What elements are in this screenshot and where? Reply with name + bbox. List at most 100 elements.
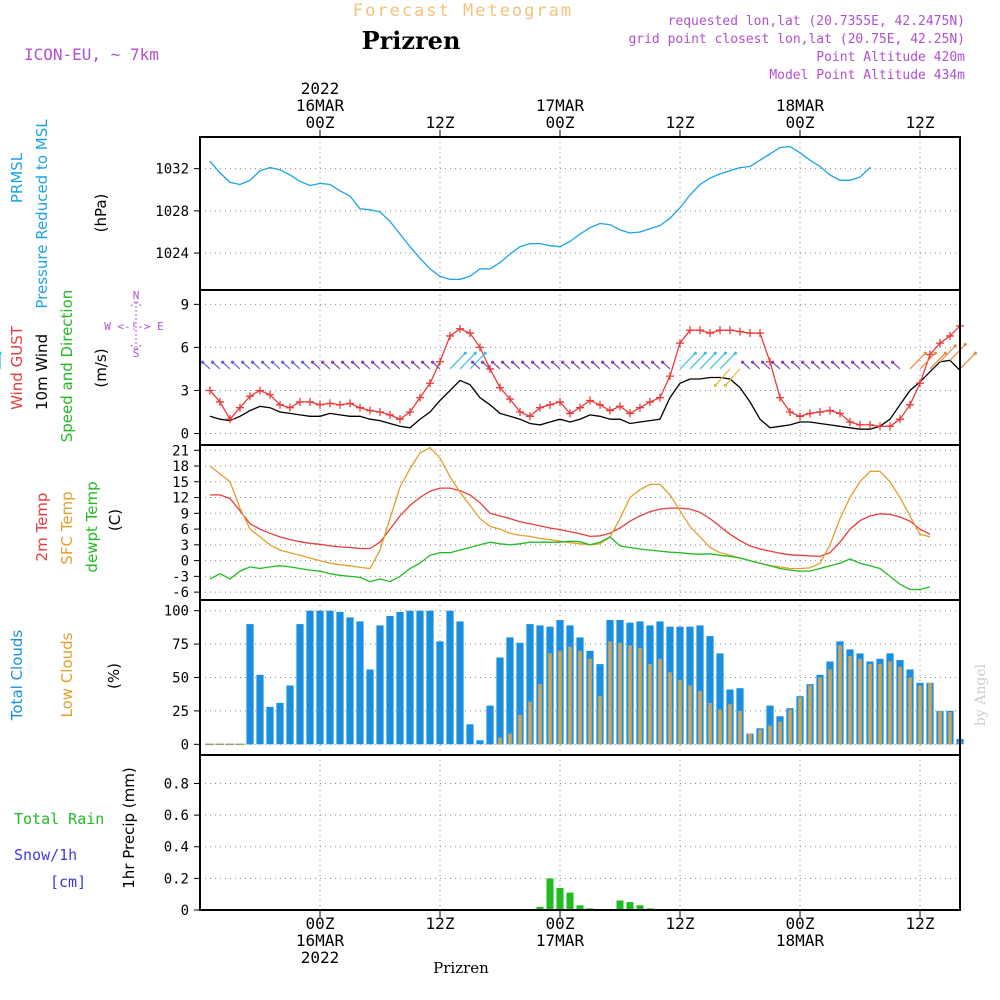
precip-bar bbox=[546, 878, 554, 910]
cloud-bar-low bbox=[868, 664, 872, 745]
pressure-point bbox=[369, 209, 371, 211]
wind-arrow-head bbox=[881, 360, 885, 364]
pressure-point bbox=[299, 180, 301, 182]
gust-marker bbox=[706, 329, 714, 338]
gust-marker bbox=[596, 400, 604, 409]
location-title: Prizren bbox=[362, 26, 461, 55]
y-tick-label: 0.2 bbox=[164, 871, 189, 887]
cloud-bar-low bbox=[818, 677, 822, 745]
wind-arrow bbox=[882, 361, 891, 370]
y-tick-label: -6 bbox=[172, 585, 189, 601]
wind-arrow-head bbox=[561, 360, 565, 364]
pressure-point bbox=[699, 183, 701, 186]
gust-marker bbox=[436, 357, 444, 366]
time-label-top: 16MAR bbox=[296, 96, 345, 115]
cloud-bar-low bbox=[578, 650, 582, 745]
gust-marker bbox=[326, 399, 334, 408]
wind-arrow-head bbox=[271, 360, 275, 364]
gust-marker bbox=[466, 329, 474, 338]
gust-marker bbox=[626, 409, 634, 418]
cloud-bar-total bbox=[766, 705, 774, 745]
pressure-point bbox=[309, 184, 311, 187]
pressure-point bbox=[579, 233, 581, 235]
cloud-bar-total bbox=[456, 621, 464, 745]
wind-arrow bbox=[719, 352, 736, 370]
pressure-point bbox=[559, 246, 561, 248]
pressure-point bbox=[799, 152, 801, 154]
wind-arrow bbox=[852, 361, 861, 370]
gust-marker bbox=[556, 397, 564, 406]
gust-marker bbox=[576, 403, 584, 412]
wind-arrow-head bbox=[963, 342, 967, 347]
wind-arrow-head bbox=[351, 360, 355, 364]
wind-arrow-head bbox=[821, 360, 825, 364]
pressure-point bbox=[689, 194, 691, 196]
wind-arrow-head bbox=[891, 360, 895, 364]
cloud-bar-low bbox=[748, 733, 752, 745]
wind-arrow-head bbox=[481, 360, 485, 364]
wind-arrow bbox=[782, 361, 791, 370]
wind-arrow bbox=[402, 361, 411, 370]
pressure-label: PRMSL bbox=[8, 152, 26, 203]
wind-arrow bbox=[322, 361, 331, 370]
wind-arrow bbox=[312, 361, 321, 370]
compass-north: N bbox=[133, 289, 140, 302]
wind-arrow bbox=[392, 361, 401, 370]
wind-arrow-head bbox=[693, 351, 697, 355]
wind-arrow bbox=[372, 361, 381, 370]
pressure-point bbox=[319, 182, 321, 184]
pressure-point bbox=[599, 222, 601, 225]
wind-arrow-head bbox=[301, 360, 305, 364]
cloud-bar-low bbox=[718, 709, 722, 745]
footer-location: Prizren bbox=[433, 959, 489, 977]
pressure-point bbox=[709, 177, 711, 179]
grid-layer bbox=[200, 137, 960, 910]
y-tick-label: -3 bbox=[172, 569, 189, 585]
wind-arrow-head bbox=[641, 360, 645, 364]
wind-arrow-head bbox=[201, 360, 205, 364]
wind-arrow bbox=[202, 361, 211, 370]
wind-arrow-head bbox=[871, 360, 875, 364]
wind-arrow-head bbox=[281, 360, 285, 364]
gust-marker bbox=[316, 400, 324, 409]
cloud-bar-low bbox=[898, 666, 902, 745]
wind-arrow-head bbox=[801, 360, 805, 364]
wind-arrow-head bbox=[973, 351, 977, 355]
wind-arrow bbox=[892, 361, 901, 370]
pressure-point bbox=[569, 240, 571, 243]
gust-marker bbox=[636, 403, 644, 412]
wind-arrow-head bbox=[331, 360, 335, 364]
wind-direction-label: Speed and Direction bbox=[58, 290, 76, 443]
wind-arrow-head bbox=[651, 360, 655, 364]
gust-marker bbox=[666, 372, 674, 381]
gust-marker bbox=[846, 418, 854, 427]
wind-arrow-head bbox=[591, 360, 595, 364]
pressure-point bbox=[439, 275, 441, 277]
pressure-point bbox=[449, 278, 451, 280]
wind-arrow-head bbox=[0, 351, 2, 355]
y-tick-label: 75 bbox=[172, 637, 189, 653]
wind-arrow-head bbox=[541, 360, 545, 364]
y-tick-label: 50 bbox=[172, 671, 189, 687]
pressure-unit: (hPa) bbox=[92, 194, 110, 233]
pressure-point bbox=[499, 262, 501, 264]
wind-arrow bbox=[949, 344, 966, 361]
wind-arrow-head bbox=[411, 360, 415, 364]
cloud-bar-low bbox=[628, 645, 632, 745]
wind-arrow-head bbox=[723, 351, 727, 355]
wind-arrow-head bbox=[953, 344, 957, 348]
wind-arrow bbox=[272, 361, 281, 370]
cloud-bar-total bbox=[696, 625, 704, 745]
y-tick-label: 0 bbox=[181, 554, 189, 570]
wind-arrow bbox=[342, 361, 351, 370]
cloud-bar-total bbox=[706, 636, 714, 745]
cloud-bar-low bbox=[928, 682, 932, 745]
chart-title: Forecast Meteogram bbox=[353, 1, 573, 21]
wind-arrow bbox=[582, 361, 591, 370]
cloud-bar-total bbox=[476, 740, 484, 745]
cloud-bar-total bbox=[716, 653, 724, 745]
cloud-bar-low bbox=[668, 672, 672, 745]
pressure-point bbox=[339, 190, 341, 192]
time-label-top: 12Z bbox=[426, 113, 455, 132]
gust-marker bbox=[696, 326, 704, 335]
